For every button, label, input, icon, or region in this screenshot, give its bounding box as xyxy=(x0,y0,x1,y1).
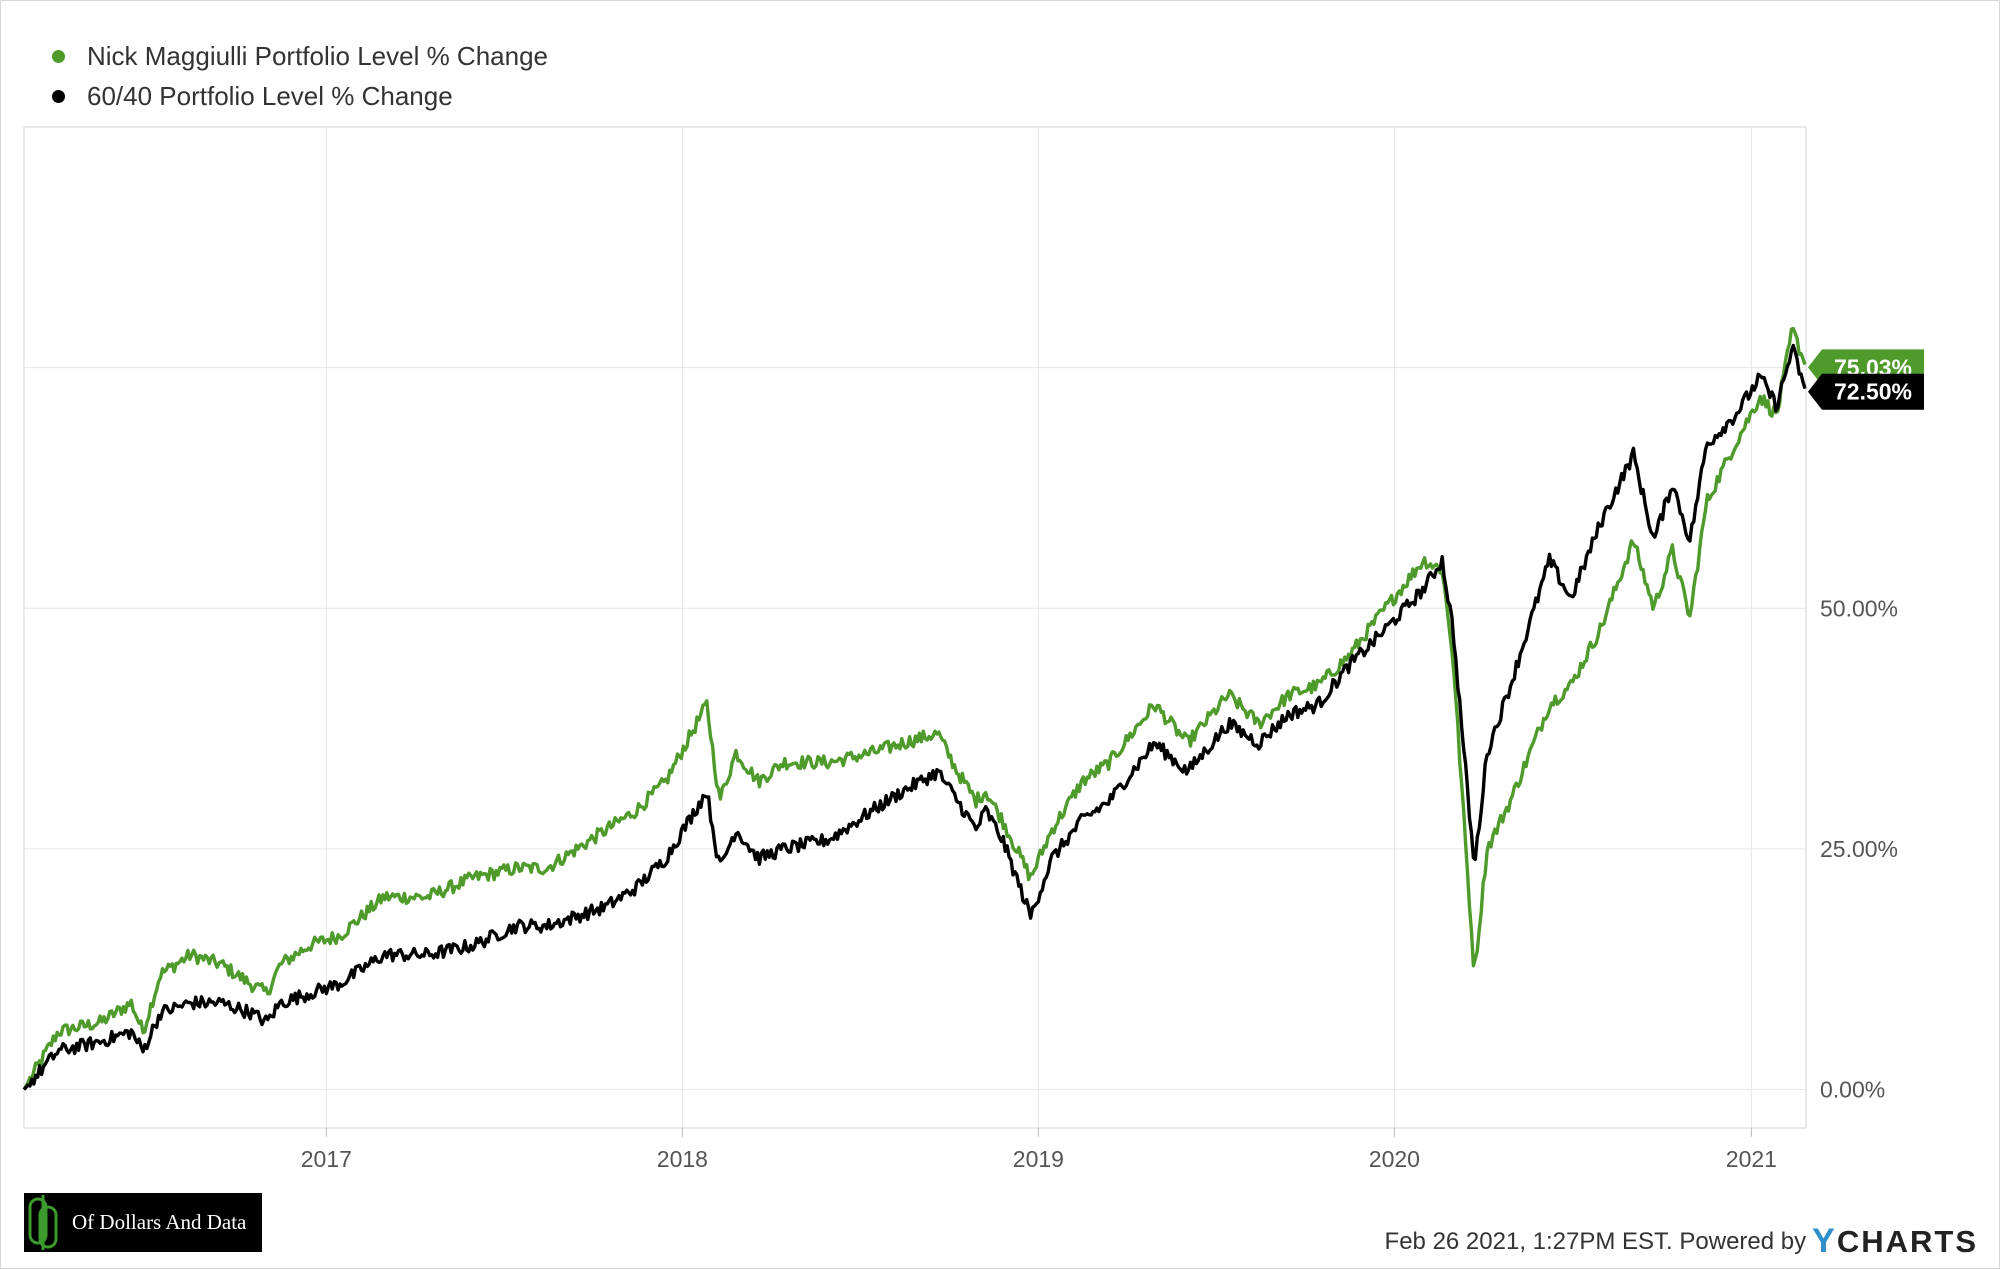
series-line xyxy=(22,343,1807,1091)
y-tick-label: 25.00% xyxy=(1820,836,1898,862)
y-tick-label: 0.00% xyxy=(1820,1077,1885,1103)
plot-area xyxy=(23,126,1807,1129)
legend-label: 60/40 Portfolio Level % Change xyxy=(87,80,453,111)
x-tick-label: 2019 xyxy=(1013,1146,1064,1172)
legend-label: Nick Maggiulli Portfolio Level % Change xyxy=(87,40,549,71)
footer: Feb 26 2021, 1:27PM EST. Powered by Y CHA… xyxy=(1385,1222,1978,1261)
legend: Nick Maggiulli Portfolio Level % Change … xyxy=(52,36,548,116)
ycharts-word: CHARTS xyxy=(1836,1223,1978,1259)
y-axis: 0.00%25.00%50.00%75.00% xyxy=(1820,355,1898,1103)
series-line xyxy=(22,326,1807,1091)
x-tick-label: 2020 xyxy=(1369,1146,1420,1172)
x-tick-label: 2018 xyxy=(657,1146,708,1172)
legend-item-nick-maggiulli[interactable]: Nick Maggiulli Portfolio Level % Change xyxy=(52,36,548,76)
ycharts-y-letter: Y xyxy=(1812,1222,1837,1260)
legend-dot-green-icon xyxy=(52,49,65,63)
logo-text: Of Dollars And Data xyxy=(72,1210,247,1234)
footer-timestamp: Feb 26 2021, 1:27PM EST. Powered by xyxy=(1384,1227,1807,1255)
ycharts-logo[interactable]: Y CHARTS xyxy=(1812,1222,1978,1261)
grid xyxy=(24,127,1806,1128)
end-value-flags: 75.03%72.50% xyxy=(1808,349,1924,410)
flag-label: 72.50% xyxy=(1834,379,1912,405)
y-tick-label: 50.00% xyxy=(1820,595,1898,621)
series-lines xyxy=(22,326,1807,1091)
dollar-logo-icon xyxy=(28,1195,58,1250)
flag-shape xyxy=(1808,373,1924,410)
x-tick-label: 2021 xyxy=(1726,1146,1777,1172)
x-tick-label: 2017 xyxy=(301,1146,352,1172)
of-dollars-and-data-logo: Of Dollars And Data xyxy=(24,1193,262,1252)
end-value-flag: 72.50% xyxy=(1808,373,1924,410)
x-axis: 2017 2018 2019 2020 2021 xyxy=(301,1128,1777,1172)
legend-dot-black-icon xyxy=(52,89,65,103)
legend-item-60-40[interactable]: 60/40 Portfolio Level % Change xyxy=(52,76,548,116)
